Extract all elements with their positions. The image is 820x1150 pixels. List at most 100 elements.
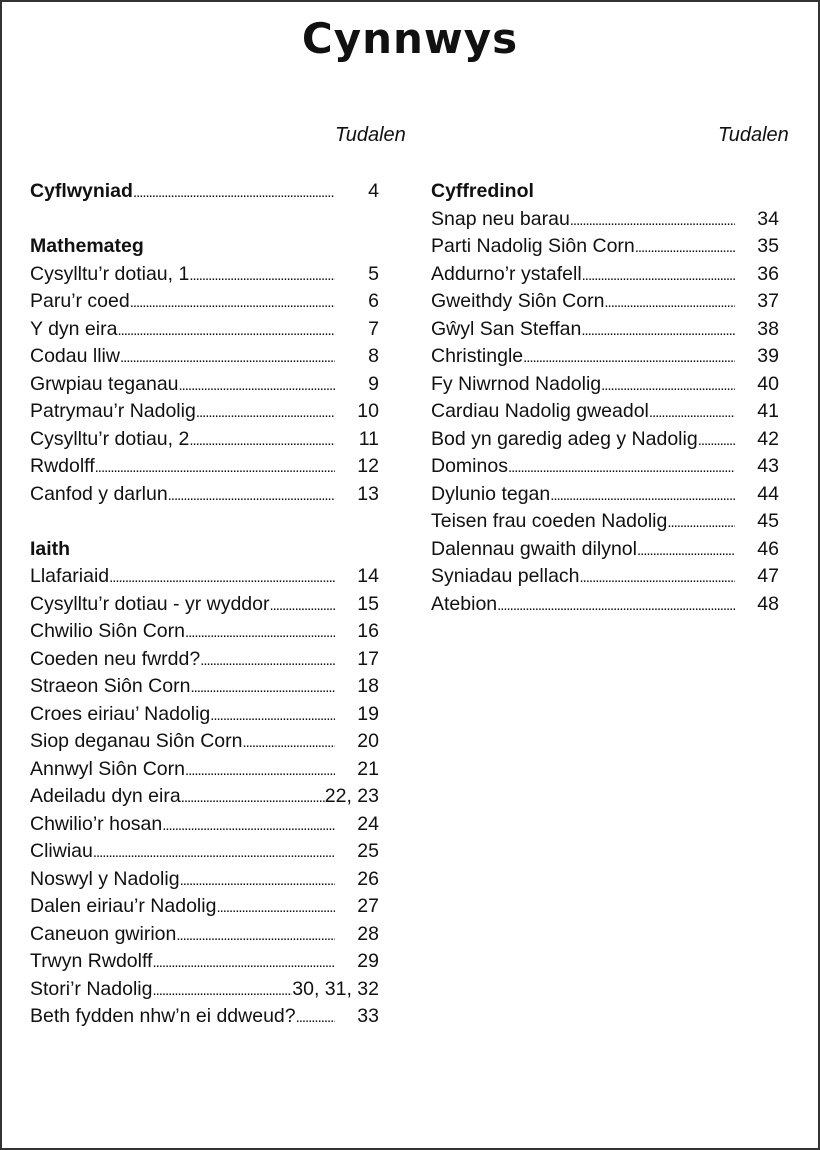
dot-leader [168, 481, 335, 510]
contents-entry: Christingle 39 [431, 343, 779, 371]
contents-entry: Cysylltu’r dotiau, 2 11 [30, 426, 379, 454]
dot-leader [581, 316, 735, 345]
entry-page-number: 39 [757, 345, 779, 367]
dot-leader [580, 563, 735, 592]
dot-leader [189, 426, 335, 455]
entry-page-number: 34 [757, 207, 779, 230]
dot-leader [190, 673, 335, 702]
entry-title: Cliwiau [30, 840, 93, 862]
dot-leader [133, 178, 335, 207]
entry-page-number: 28 [357, 922, 379, 945]
contents-entry: Beth fydden nhw’n ei ddweud? 33 [30, 1003, 379, 1031]
entry-page-number: 48 [757, 592, 779, 615]
page-column-label-right: Tudalen [718, 124, 789, 146]
entry-page-number: 5 [368, 262, 379, 285]
entry-title: Cardiau Nadolig gweadol [431, 400, 649, 422]
entry-page-number: 30, 31, 32 [292, 977, 379, 1000]
contents-entry: Llafariaid 14 [30, 563, 379, 591]
contents-entry: Chwilio Siôn Corn 16 [30, 618, 379, 646]
entry-title: Chwilio’r hosan [30, 812, 163, 835]
entry-page-number: 41 [757, 400, 779, 422]
entry-page-number: 13 [357, 482, 379, 505]
entry-title: Cysylltu’r dotiau, 1 [30, 262, 190, 285]
entry-title: Gŵyl San Steffan [431, 317, 582, 340]
contents-entry: Parti Nadolig Siôn Corn 35 [431, 233, 779, 261]
contents-entry: Gŵyl San Steffan 38 [431, 316, 779, 344]
spacer [30, 206, 379, 234]
entry-title: Bod yn garedig adeg y Nadolig [431, 427, 698, 450]
contents-column-left: Cyflwyniad 4 Mathemateg Cysylltu’r dotiau, … [30, 178, 379, 1031]
contents-column-right: Cyffredinol Snap neu barau 34 Parti Nadolig… [431, 178, 779, 618]
contents-entry: Cyflwyniad 4 [30, 178, 379, 206]
entry-page-number: 26 [357, 867, 379, 890]
dot-leader [508, 453, 735, 482]
contents-entry: Croes eiriau’ Nadolig 19 [30, 701, 379, 729]
entry-title: Snap neu barau [431, 207, 570, 230]
entry-page-number: 12 [357, 455, 379, 477]
dot-leader [497, 591, 735, 620]
entry-title: Canfod y darlun [30, 482, 168, 505]
section-heading: Cyffredinol [431, 180, 534, 202]
entry-title: Dalennau gwaith dilynol [431, 537, 637, 560]
entry-page-number: 43 [757, 455, 779, 477]
entry-title: Croes eiriau’ Nadolig [30, 702, 211, 725]
entry-title: Syniadau pellach [431, 565, 580, 587]
contents-entry: Rwdolff 12 [30, 453, 379, 481]
contents-entry: Addurno’r ystafell 36 [431, 261, 779, 289]
entry-page-number: 19 [357, 702, 379, 725]
entry-title: Chwilio Siôn Corn [30, 620, 185, 642]
entry-page-number: 44 [757, 482, 779, 505]
dot-leader [635, 233, 735, 262]
contents-entry: Dalen eiriau’r Nadolig 27 [30, 893, 379, 921]
dot-leader [604, 288, 735, 317]
contents-entry: Straeon Siôn Corn 18 [30, 673, 379, 701]
dot-leader [637, 536, 735, 565]
contents-entry: Grwpiau teganau 9 [30, 371, 379, 399]
dot-leader [200, 646, 335, 675]
contents-entry: Stori’r Nadolig 30, 31, 32 [30, 976, 379, 1004]
dot-leader [189, 261, 335, 290]
section-heading: Iaith [30, 537, 71, 560]
entry-page-number: 15 [357, 592, 379, 615]
contents-entry: Codau lliw 8 [30, 343, 379, 371]
contents-entry: Syniadau pellach 47 [431, 563, 779, 591]
entry-title: Caneuon gwirion [30, 922, 177, 945]
entry-title: Patrymau’r Nadolig [30, 400, 196, 422]
contents-entry: Adeiladu dyn eira 22, 23 [30, 783, 379, 811]
dot-leader [667, 508, 735, 537]
dot-leader [117, 316, 335, 345]
dot-leader [176, 921, 335, 950]
entry-title: Llafariaid [30, 565, 110, 587]
entry-page-number: 14 [357, 565, 379, 587]
entry-page-number: 7 [368, 317, 379, 340]
entry-title: Grwpiau teganau [30, 372, 179, 395]
dot-leader [210, 701, 335, 730]
entry-title: Atebion [431, 592, 498, 615]
entry-title: Y dyn eira [30, 317, 118, 340]
entry-page-number: 33 [357, 1005, 379, 1027]
dot-leader [180, 866, 335, 895]
entry-page-number: 45 [757, 510, 779, 532]
contents-entry: Dylunio tegan 44 [431, 481, 779, 509]
entry-page-number: 42 [757, 427, 779, 450]
dot-leader [109, 563, 335, 592]
contents-entry: Chwilio’r hosan 24 [30, 811, 379, 839]
entry-title: Annwyl Siôn Corn [30, 757, 185, 780]
entry-title: Stori’r Nadolig [30, 977, 153, 1000]
contents-entry: Dominos 43 [431, 453, 779, 481]
entry-page-number: 4 [368, 180, 379, 202]
dot-leader [179, 371, 335, 400]
dot-leader [216, 893, 335, 922]
dot-leader [582, 261, 735, 290]
contents-entry: Canfod y darlun 13 [30, 481, 379, 509]
dot-leader [152, 976, 292, 1005]
contents-entry: Noswyl y Nadolig 26 [30, 866, 379, 894]
entry-page-number: 47 [757, 565, 779, 587]
contents-entry: Cliwiau 25 [30, 838, 379, 866]
entry-title: Siop deganau Siôn Corn [30, 730, 243, 752]
entry-page-number: 46 [757, 537, 779, 560]
contents-entry: Coeden neu fwrdd? 17 [30, 646, 379, 674]
contents-entry: Teisen frau coeden Nadolig 45 [431, 508, 779, 536]
entry-title: Addurno’r ystafell [431, 262, 582, 285]
entry-page-number: 36 [757, 262, 779, 285]
